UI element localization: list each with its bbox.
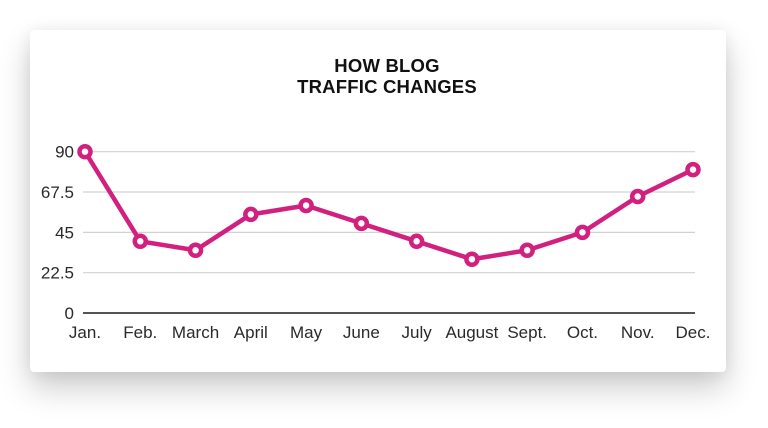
y-tick-label: 22.5 bbox=[41, 264, 74, 283]
x-tick-label: Feb. bbox=[123, 323, 157, 342]
y-tick-label: 90 bbox=[55, 143, 74, 162]
x-tick-label: July bbox=[402, 323, 433, 342]
x-tick-label: Dec. bbox=[676, 323, 711, 342]
blog-traffic-line-chart: 0 22.5 45 67.5 90 Jan. Feb. March April May June Ju… bbox=[41, 143, 711, 342]
data-point-marker bbox=[574, 224, 591, 241]
chart-title-line1: HOW BLOG bbox=[334, 55, 440, 76]
data-point-marker bbox=[243, 206, 259, 223]
data-point-marker bbox=[685, 161, 701, 178]
traffic-line bbox=[82, 149, 696, 262]
x-tick-label: March bbox=[172, 323, 219, 342]
x-tick-label: Jan. bbox=[69, 323, 101, 342]
x-tick-label: April bbox=[234, 323, 268, 342]
data-point-marker bbox=[77, 143, 93, 160]
data-point-marker bbox=[353, 215, 370, 232]
chart-title: HOW BLOG TRAFFIC CHANGES bbox=[30, 55, 726, 97]
y-tick-label: 0 bbox=[65, 304, 74, 323]
data-point-marker bbox=[464, 251, 480, 267]
y-tick-label: 45 bbox=[55, 223, 74, 242]
data-point-marker bbox=[132, 233, 149, 250]
data-point-marker bbox=[408, 233, 425, 250]
chart-card: HOW BLOG TRAFFIC CHANGES 0 22.5 45 67.5 90 Ja… bbox=[30, 30, 726, 372]
x-tick-label: May bbox=[290, 323, 323, 342]
chart-title-line2: TRAFFIC CHANGES bbox=[297, 76, 477, 97]
x-tick-label: Sept. bbox=[507, 323, 547, 342]
data-point-marker bbox=[629, 188, 646, 205]
x-tick-label: Nov. bbox=[621, 323, 655, 342]
y-tick-label: 67.5 bbox=[41, 183, 74, 202]
data-point-marker bbox=[187, 242, 204, 259]
data-point-marker bbox=[298, 197, 314, 214]
data-point-marker bbox=[519, 242, 535, 259]
x-tick-label: Oct. bbox=[567, 323, 598, 342]
x-tick-label: June bbox=[343, 323, 380, 342]
x-tick-label: August bbox=[445, 323, 498, 342]
